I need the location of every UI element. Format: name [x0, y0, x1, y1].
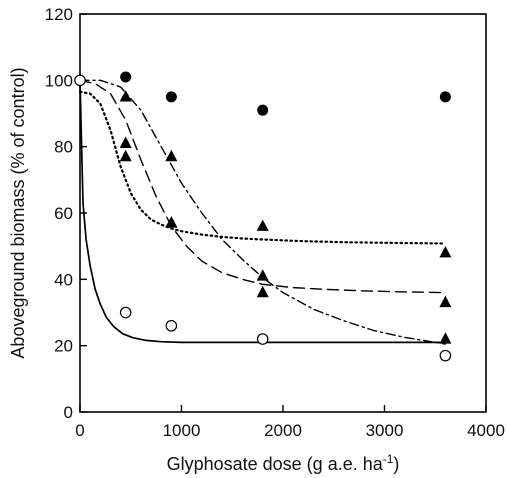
data-point-filled-triangle	[439, 332, 452, 344]
data-point-filled-triangle	[439, 245, 452, 258]
y-tick-label: 60	[54, 204, 73, 223]
x-tick-label: 0	[75, 421, 84, 440]
y-tick-label: 100	[45, 71, 73, 90]
x-tick-label: 2000	[264, 421, 302, 440]
data-point-filled-triangle	[165, 149, 178, 162]
fit-curve-solid	[79, 79, 447, 344]
data-point-filled-triangle	[119, 136, 132, 148]
data-point-open-circle	[165, 319, 178, 332]
data-point-filled-triangle	[119, 149, 132, 162]
y-axis-title: Aboveground biomass (% of control)	[8, 67, 28, 358]
ticks-layer: 0 1000 2000 3000 4000 0 20 40 60 80 100 120	[45, 5, 505, 440]
y-tick-label: 20	[54, 337, 73, 356]
data-point-filled-triangle	[165, 216, 178, 228]
x-tick-label: 4000	[467, 421, 505, 440]
y-tick-label: 120	[45, 5, 73, 24]
fit-curve-dashed	[79, 79, 447, 294]
x-axis-title-main: Glyphosate dose (g a.e. ha	[167, 454, 384, 474]
y-tick-label: 0	[64, 403, 73, 422]
data-point-open-circle	[74, 74, 86, 87]
plot-frame	[79, 13, 487, 413]
x-axis-title-sup: -1	[383, 452, 394, 466]
data-point-filled-triangle	[256, 219, 269, 231]
data-point-filled-circle	[439, 91, 451, 103]
fit-curve-dash-dot	[79, 79, 447, 345]
data-point-filled-triangle	[256, 269, 269, 281]
fit-curve-dotted	[78, 90, 447, 245]
data-point-open-circle	[439, 349, 452, 362]
data-point-open-circle	[256, 333, 269, 345]
data-point-filled-circle	[165, 91, 177, 103]
x-axis-title: Glyphosate dose (g a.e. ha-1)	[167, 452, 400, 474]
x-tick-label: 3000	[366, 421, 404, 440]
data-point-filled-circle	[120, 71, 132, 83]
curves-layer	[78, 79, 447, 345]
data-point-filled-circle	[257, 104, 269, 116]
y-tick-label: 80	[54, 138, 73, 157]
y-tick-label: 40	[54, 270, 73, 289]
data-point-open-circle	[119, 306, 132, 319]
x-axis-title-close: )	[393, 454, 399, 474]
data-point-filled-triangle	[439, 295, 452, 308]
x-tick-label: 1000	[163, 421, 201, 440]
data-point-filled-triangle	[256, 285, 269, 298]
markers-layer	[74, 71, 452, 362]
data-point-filled-triangle	[119, 90, 132, 102]
